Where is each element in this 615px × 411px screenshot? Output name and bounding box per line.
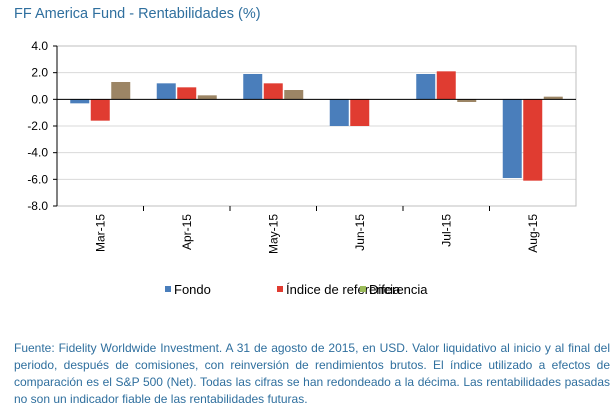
bar-diferencia-may-15 <box>284 90 304 100</box>
bar-diferencia-mar-15 <box>111 82 131 100</box>
bar-layer <box>70 71 563 181</box>
chart-title: FF America Fund - Rentabilidades (%) <box>14 6 261 22</box>
bar-fondo-mar-15 <box>70 99 90 104</box>
x-tick-label: May-15 <box>266 214 280 254</box>
y-tick-label: 0.0 <box>31 92 48 106</box>
x-tick-label: Aug-15 <box>526 214 540 253</box>
y-tick-label: 2.0 <box>31 66 48 80</box>
axis-layer: 4.0 2.0 0.0 -2.0 -4.0 -6.0 -8.0 Mar-15 Apr-15 May… <box>27 39 576 254</box>
legend-label-fondo: Fondo <box>174 282 211 297</box>
y-tick-label: -8.0 <box>27 199 48 213</box>
bar-chart: 4.0 2.0 0.0 -2.0 -4.0 -6.0 -8.0 Mar-15 Apr-15 May… <box>27 39 577 297</box>
legend-swatch--ndice-de-referencia <box>277 286 283 292</box>
bar-fondo-may-15 <box>243 74 263 100</box>
y-tick-label: 4.0 <box>31 39 48 53</box>
bar--ndice-de-referencia-apr-15 <box>177 87 197 100</box>
bar-fondo-apr-15 <box>156 83 176 100</box>
bar-fondo-jun-15 <box>329 99 349 126</box>
legend-label-diferencia: Diferencia <box>369 282 428 297</box>
bar-fondo-jul-15 <box>416 74 436 100</box>
x-tick-label: Mar-15 <box>93 214 107 252</box>
x-tick-label: Apr-15 <box>180 214 194 250</box>
bar--ndice-de-referencia-jul-15 <box>436 71 456 100</box>
y-tick-label: -2.0 <box>27 119 48 133</box>
bar-diferencia-aug-15 <box>543 96 563 100</box>
legend-swatch-diferencia <box>360 286 366 292</box>
legend-label--ndice-de-referencia: Índice de referencia <box>286 282 401 297</box>
bar--ndice-de-referencia-may-15 <box>263 83 283 100</box>
y-tick-label: -6.0 <box>27 172 48 186</box>
bar-diferencia-apr-15 <box>197 95 217 100</box>
bar-fondo-aug-15 <box>502 99 522 178</box>
bar--ndice-de-referencia-jun-15 <box>350 99 370 126</box>
legend-swatch-fondo <box>165 286 171 292</box>
y-tick-label: -4.0 <box>27 146 48 160</box>
x-tick-label: Jul-15 <box>439 214 453 247</box>
bar-diferencia-jul-15 <box>457 99 477 102</box>
grid-layer <box>56 45 577 207</box>
bar--ndice-de-referencia-mar-15 <box>90 99 110 121</box>
x-tick-label: Jun-15 <box>353 214 367 251</box>
source-footnote: Fuente: Fidelity Worldwide Investment. A… <box>14 341 610 406</box>
bar--ndice-de-referencia-aug-15 <box>523 99 543 181</box>
